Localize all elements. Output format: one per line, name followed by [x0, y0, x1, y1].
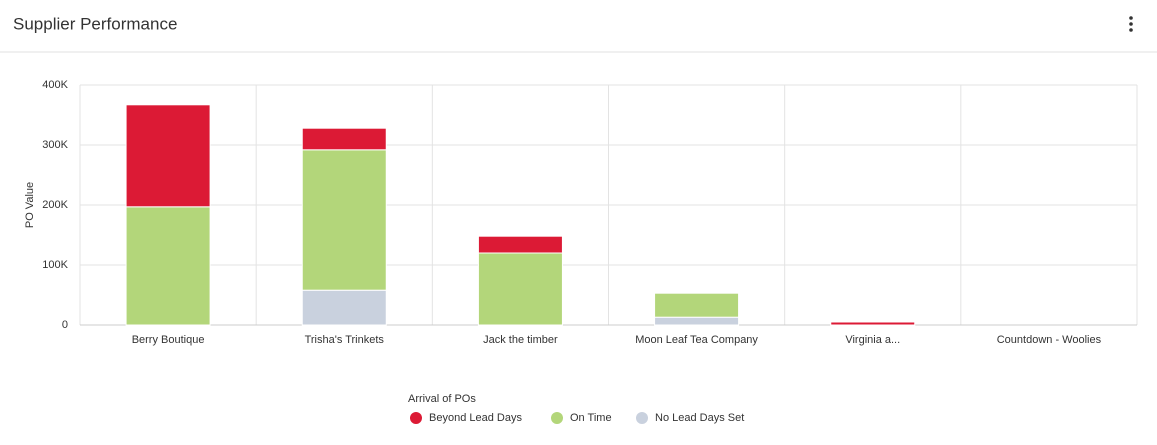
x-tick-label: Berry Boutique — [132, 334, 205, 346]
x-tick-label: Virginia a... — [845, 334, 900, 346]
y-tick-label: 200K — [42, 199, 68, 211]
bar-segment — [301, 289, 387, 326]
bar-segment — [301, 127, 387, 151]
y-axis-label: PO Value — [24, 182, 36, 228]
y-tick-label: 300K — [42, 139, 68, 151]
widget-title: Supplier Performance — [13, 14, 177, 33]
legend-title: Arrival of POs — [408, 393, 476, 405]
y-tick-label: 100K — [42, 259, 68, 271]
legend-marker[interactable] — [636, 412, 648, 424]
legend-marker[interactable] — [410, 412, 422, 424]
x-tick-label: Moon Leaf Tea Company — [635, 334, 758, 346]
bar-segment — [125, 206, 211, 326]
menu-button[interactable] — [1129, 16, 1133, 32]
legend-marker[interactable] — [551, 412, 563, 424]
y-tick-label: 400K — [42, 79, 68, 91]
legend-label[interactable]: No Lead Days Set — [655, 412, 744, 424]
x-tick-label: Countdown - Woolies — [997, 334, 1102, 346]
y-tick-label: 0 — [62, 319, 68, 331]
bar-segment — [654, 292, 740, 318]
x-tick-label: Trisha's Trinkets — [305, 334, 385, 346]
bar-segment — [830, 321, 916, 326]
legend-label[interactable]: Beyond Lead Days — [429, 412, 522, 424]
x-tick-label: Jack the timber — [483, 334, 558, 346]
bar-segment — [654, 316, 740, 326]
legend-label[interactable]: On Time — [570, 412, 612, 424]
bar-segment — [301, 149, 387, 291]
bar-segment — [125, 104, 211, 208]
bar-segment — [477, 235, 563, 254]
bar-segment — [477, 252, 563, 326]
